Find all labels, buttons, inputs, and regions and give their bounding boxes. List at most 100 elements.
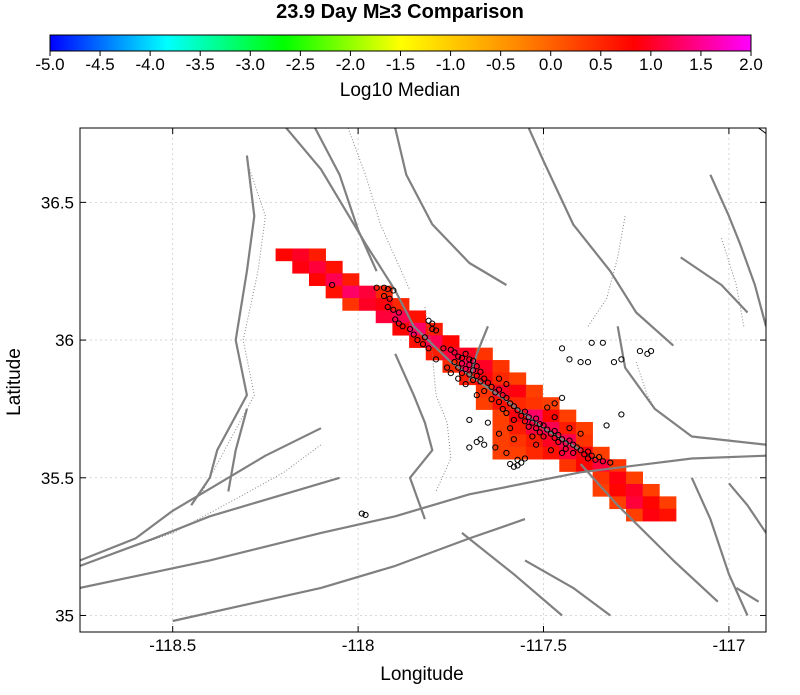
heatmap-cell bbox=[592, 471, 610, 485]
heatmap-cell bbox=[609, 483, 627, 497]
heatmap-cell bbox=[308, 273, 326, 286]
x-tick-label: -118 bbox=[342, 636, 375, 655]
x-tick-label: -117.5 bbox=[520, 636, 567, 655]
heatmap-cell bbox=[559, 409, 577, 423]
event-marker bbox=[525, 423, 532, 430]
heatmap-cell bbox=[342, 298, 360, 311]
event-marker bbox=[432, 356, 440, 363]
heatmap-cell bbox=[492, 360, 510, 373]
heatmap-cell bbox=[559, 422, 577, 435]
y-tick-label: 35.5 bbox=[41, 469, 74, 488]
heatmap-cell bbox=[659, 508, 677, 522]
event-marker bbox=[521, 418, 529, 425]
fault-line bbox=[757, 128, 766, 134]
heatmap-cell bbox=[425, 335, 443, 348]
colorbar-tick-label: -5.0 bbox=[35, 55, 64, 74]
event-marker bbox=[540, 422, 547, 429]
event-marker bbox=[469, 367, 477, 374]
event-marker bbox=[477, 378, 484, 385]
heatmap-cell bbox=[509, 384, 527, 398]
event-marker bbox=[532, 415, 540, 422]
heatmap-cell bbox=[626, 496, 644, 510]
heatmap-cell bbox=[409, 335, 427, 348]
fault-line bbox=[728, 482, 766, 534]
event-marker bbox=[440, 345, 447, 352]
heatmap-cell bbox=[559, 446, 577, 460]
event-marker bbox=[566, 356, 573, 363]
heatmap-cell bbox=[509, 372, 527, 386]
fault-line bbox=[227, 408, 248, 492]
event-marker bbox=[584, 358, 592, 366]
event-marker bbox=[386, 295, 393, 302]
event-marker bbox=[503, 449, 510, 457]
fault-line bbox=[524, 559, 611, 617]
colorbar-tick-label: -1.0 bbox=[436, 55, 465, 74]
event-marker bbox=[558, 394, 566, 402]
event-marker bbox=[392, 316, 399, 323]
event-marker bbox=[603, 422, 610, 429]
event-marker bbox=[529, 419, 536, 426]
heatmap-cell bbox=[492, 409, 510, 423]
colorbar-tick-label: -4.0 bbox=[135, 55, 164, 74]
y-axis-label: Latitude bbox=[4, 348, 25, 416]
event-marker bbox=[599, 458, 606, 465]
heatmap-cell bbox=[342, 285, 360, 299]
heatmap-cell bbox=[626, 483, 644, 497]
colorbar-tick-label: -2.0 bbox=[336, 55, 365, 74]
y-tick-label: 36 bbox=[55, 331, 74, 350]
colorbar bbox=[49, 34, 752, 52]
heatmap-cell bbox=[292, 248, 310, 262]
event-marker bbox=[466, 361, 473, 368]
chart-title: 23.9 Day M≥3 Comparison bbox=[276, 1, 524, 23]
event-marker bbox=[510, 436, 517, 443]
event-marker bbox=[395, 309, 402, 316]
event-marker bbox=[462, 365, 469, 373]
heatmap-cell bbox=[525, 384, 543, 398]
event-marker bbox=[432, 327, 440, 334]
event-marker bbox=[380, 292, 388, 300]
heatmap-cell bbox=[475, 384, 493, 398]
event-marker bbox=[636, 347, 644, 355]
event-marker bbox=[492, 389, 499, 396]
fault-line bbox=[172, 518, 526, 623]
heatmap-cell bbox=[409, 310, 427, 324]
event-marker bbox=[421, 334, 428, 341]
colorbar-tick-label: 1.5 bbox=[689, 55, 713, 74]
event-marker bbox=[581, 451, 588, 458]
event-marker bbox=[592, 456, 599, 463]
heatmap-cell bbox=[275, 248, 293, 262]
event-marker bbox=[484, 419, 491, 426]
event-marker bbox=[618, 411, 625, 418]
event-marker bbox=[536, 420, 543, 428]
event-marker bbox=[458, 360, 466, 367]
event-marker bbox=[469, 357, 477, 364]
event-marker bbox=[510, 463, 517, 470]
heatmap-cell bbox=[559, 459, 577, 472]
y-axis-ticks: 36.5 36 35.5 35 bbox=[41, 193, 766, 625]
heatmap-cell bbox=[642, 496, 660, 510]
event-marker bbox=[406, 325, 414, 333]
event-marker bbox=[521, 408, 529, 415]
event-marker bbox=[451, 358, 458, 366]
event-marker bbox=[532, 425, 540, 432]
event-marker bbox=[380, 284, 388, 291]
heatmap-cell bbox=[492, 372, 510, 386]
event-marker bbox=[469, 376, 477, 384]
fault-line bbox=[616, 326, 766, 446]
heatmap-cell bbox=[325, 285, 343, 299]
event-marker bbox=[577, 447, 584, 454]
event-marker bbox=[547, 447, 555, 454]
heatmap-cell bbox=[475, 347, 493, 361]
fault-line bbox=[680, 256, 749, 314]
event-marker bbox=[551, 434, 558, 441]
event-marker bbox=[558, 345, 566, 352]
event-marker bbox=[510, 416, 517, 424]
event-marker bbox=[618, 356, 625, 363]
event-marker bbox=[566, 425, 573, 432]
heatmap-cell bbox=[475, 397, 493, 410]
event-marker bbox=[373, 284, 380, 291]
event-marker bbox=[536, 429, 543, 436]
event-marker bbox=[484, 379, 491, 386]
plot-frame bbox=[79, 127, 767, 633]
event-marker bbox=[429, 320, 436, 327]
